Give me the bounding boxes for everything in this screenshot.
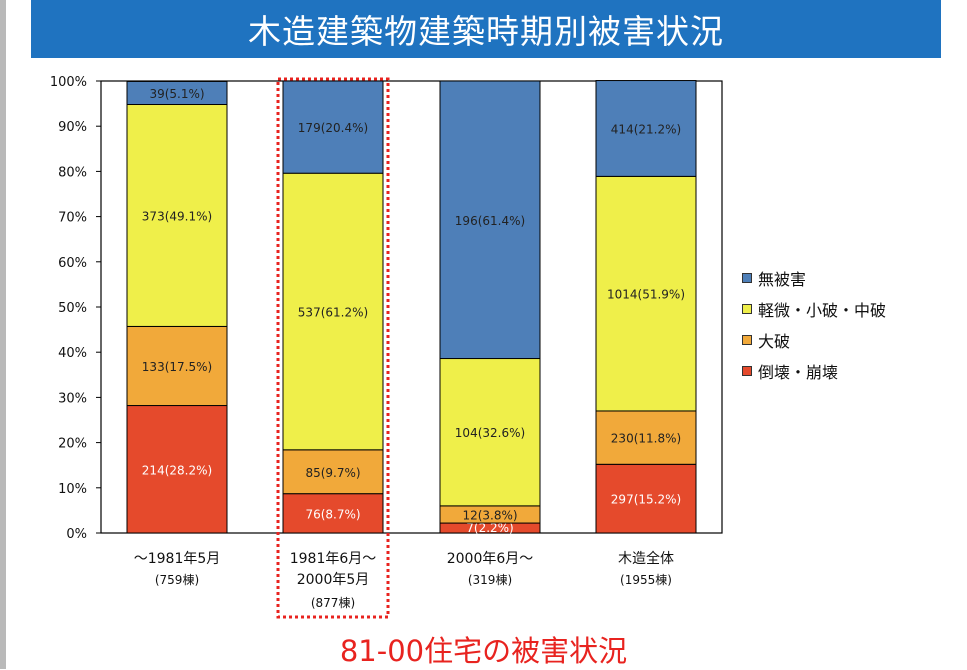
legend-item: 無被害 [742,262,886,293]
legend-item: 大破 [742,324,886,355]
bar-segment [439,358,541,507]
legend-item: 倒壊・崩壊 [742,355,886,386]
bar-data-label: 7(2.2%) [466,521,513,535]
bar-data-label: 373(49.1%) [142,209,212,223]
bar-segment [282,493,384,534]
bar-data-label: 1014(51.9%) [607,288,685,302]
legend-swatch [742,272,752,283]
bar-segment [282,449,384,495]
legend: 無被害軽微・小破・中破 大破倒壊・崩壊 [742,262,886,386]
bar-segment [595,410,697,465]
legend-label: 無被害 [758,269,807,289]
bar-data-label: 85(9.7%) [305,466,360,480]
y-tick-label: 90% [58,120,87,135]
bar-data-label: 297(15.2%) [611,493,681,507]
x-category-label-line2: 2000年5月 [297,572,370,588]
bar-data-label: 133(17.5%) [142,360,212,374]
bar-segment [126,104,228,327]
legend-swatch [742,334,752,345]
highlight-box [276,77,390,619]
bar-segment [282,172,384,451]
bar-data-label: 104(32.6%) [455,426,525,440]
x-category-count: (319棟) [468,572,512,587]
bar-data-label: 214(28.2%) [142,463,212,477]
y-tick-label: 10% [58,482,87,497]
legend-label: 大破 [758,331,791,351]
y-tick-label: 60% [58,256,87,271]
y-tick-label: 30% [58,391,87,406]
bar-data-label: 537(61.2%) [298,306,368,320]
y-tick-label: 80% [58,165,87,180]
y-tick-label: 100% [50,75,87,90]
highlight-caption: 81-00住宅の被害状況 [339,634,628,668]
y-tick-label: 70% [58,211,87,226]
legend-swatch [742,365,752,376]
bar-segment [595,463,697,534]
bar-data-label: 414(21.2%) [611,122,681,136]
page-title: 木造建築物建築時期別被害状況 [31,0,941,58]
legend-item: 軽微・小破・中破 [742,293,886,324]
x-category-label: 2000年6月～ [447,551,534,567]
x-category-count: (759棟) [155,572,199,587]
legend-swatch [742,303,752,314]
left-edge-bar [0,0,6,669]
bar-segment [126,405,228,534]
y-tick-label: 40% [58,346,87,361]
legend-label: 倒壊・崩壊 [758,362,839,382]
bar-segment [439,80,541,360]
bar-data-label: 179(20.4%) [298,121,368,135]
bar-data-label: 76(8.7%) [305,507,360,521]
y-tick-label: 0% [66,527,87,542]
y-tick-label: 20% [58,437,87,452]
bar-segment [126,80,228,106]
bar-data-label: 196(61.4%) [455,214,525,228]
x-category-count: (1955棟) [620,572,672,587]
x-category-label: ～1981年5月 [134,551,221,567]
bar-data-label: 39(5.1%) [149,87,204,101]
bar-data-label: 230(11.8%) [611,432,681,446]
bar-segment [595,80,697,177]
x-category-label: 木造全体 [618,550,674,567]
bar-segment [282,80,384,174]
y-tick-label: 50% [58,301,87,316]
legend-label: 軽微・小破・中破 [758,300,887,320]
x-category-label: 1981年6月～ [290,551,377,567]
x-category-count: (877棟) [311,595,355,610]
bar-data-label: 12(3.8%) [462,508,517,522]
